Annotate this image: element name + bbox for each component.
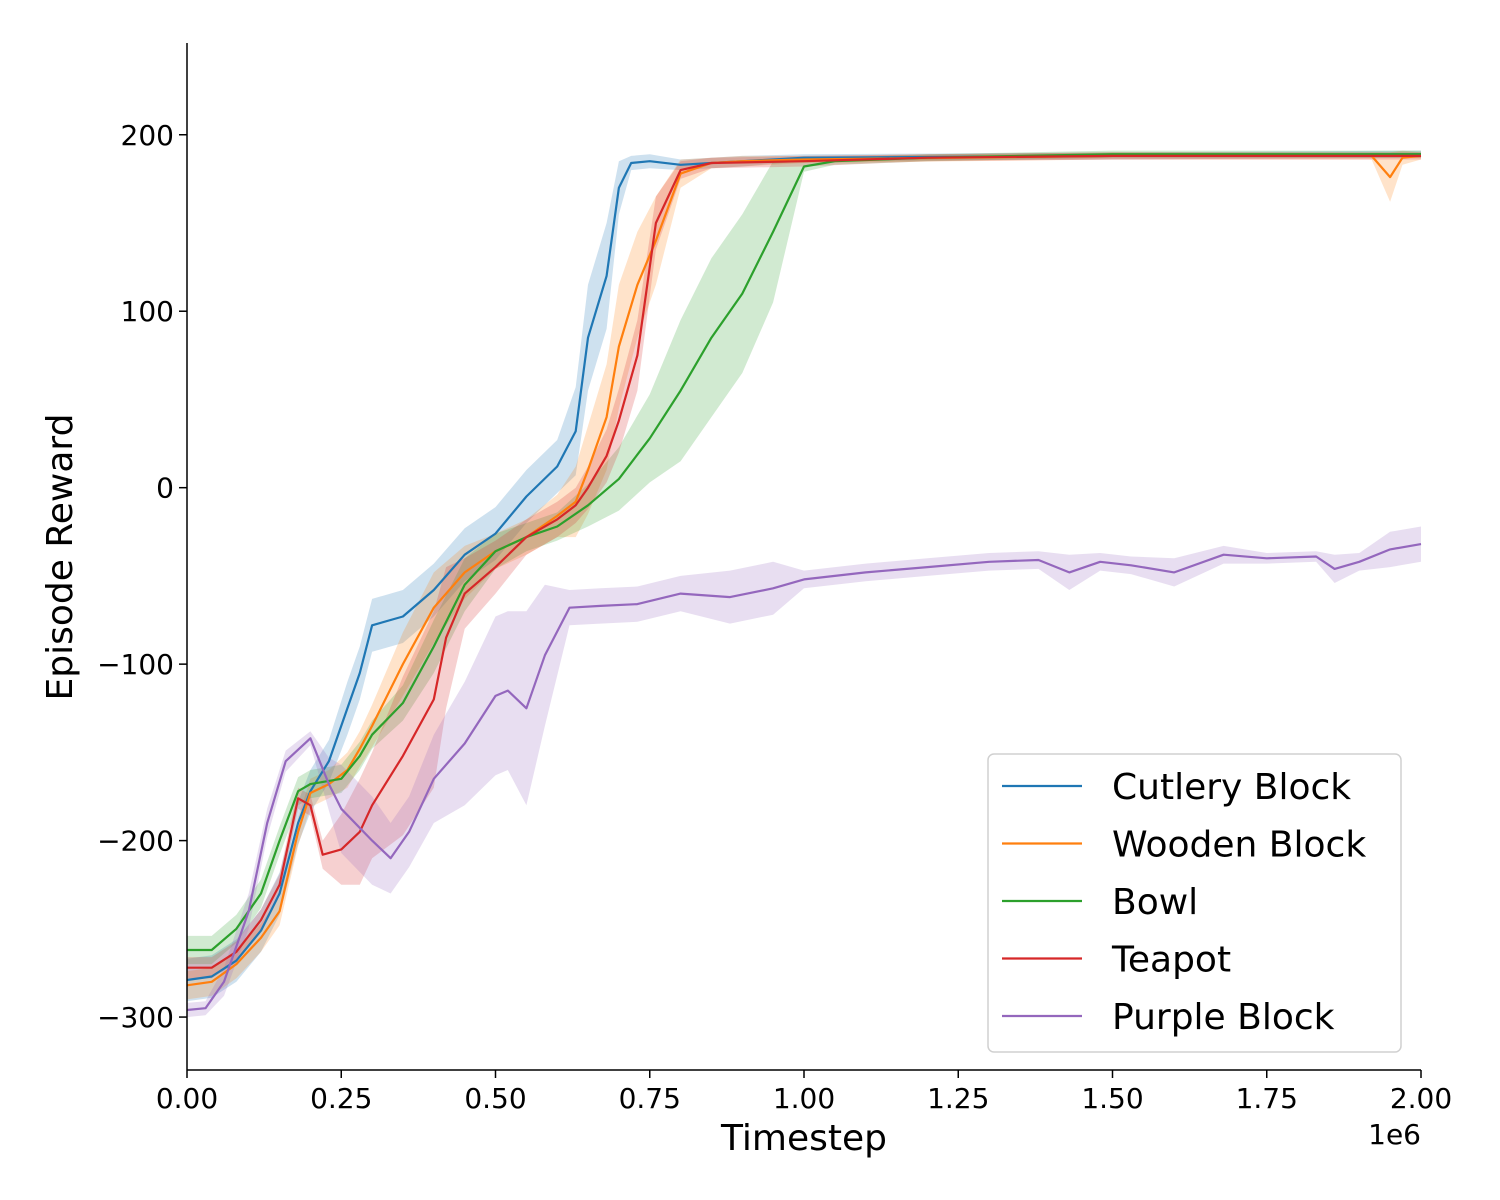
legend: Cutlery Block Wooden Block Bowl Teapot Purpl… xyxy=(987,753,1402,1053)
x-tick-label: 1.50 xyxy=(1081,1082,1143,1115)
purple-block-line xyxy=(186,543,1422,1012)
cutlery-block-line xyxy=(186,153,1422,982)
x-axis-multiplier: 1e6 xyxy=(1368,1118,1421,1151)
x-tick-label: 1.00 xyxy=(773,1082,835,1115)
purple-block-band xyxy=(187,526,1421,1018)
legend-label-teapot: Teapot xyxy=(1111,940,1231,981)
y-tick-label: −200 xyxy=(97,825,174,858)
legend-label-wooden-block: Wooden Block xyxy=(1112,825,1366,866)
confidence-bands xyxy=(187,150,1421,1018)
y-ticks: −300 −200 −100 0 100 200 xyxy=(97,119,187,1034)
y-tick-label: 200 xyxy=(121,119,174,152)
wooden-block-band xyxy=(187,150,1421,1000)
y-tick-label: 0 xyxy=(156,472,174,505)
cutlery-block-band xyxy=(187,150,1421,1002)
legend-label-purple-block: Purple Block xyxy=(1112,997,1335,1038)
x-tick-label: 0.25 xyxy=(310,1082,372,1115)
x-tick-label: 1.25 xyxy=(927,1082,989,1115)
series-lines xyxy=(186,153,1422,1012)
x-tick-label: 0.50 xyxy=(464,1082,526,1115)
legend-label-bowl: Bowl xyxy=(1112,882,1198,923)
teapot-line xyxy=(187,154,1421,969)
y-tick-label: 100 xyxy=(121,295,174,328)
x-axis-label: Timestep xyxy=(720,1118,887,1159)
x-tick-label: 0.75 xyxy=(619,1082,681,1115)
y-axis-label: Episode Reward xyxy=(40,414,81,701)
x-tick-label: 2.00 xyxy=(1390,1082,1452,1115)
legend-frame xyxy=(987,753,1402,1053)
legend-label-cutlery-block: Cutlery Block xyxy=(1112,767,1351,808)
y-tick-label: −300 xyxy=(97,1001,174,1034)
x-tick-label: 0.00 xyxy=(156,1082,218,1115)
wooden-block-line xyxy=(186,154,1422,987)
x-tick-label: 1.75 xyxy=(1236,1082,1298,1115)
bowl-line xyxy=(187,153,1421,952)
y-tick-label: −100 xyxy=(97,648,174,681)
x-ticks: 0.00 0.25 0.50 0.75 1.00 1.25 1.50 1.75 2.00 xyxy=(156,1070,1452,1115)
